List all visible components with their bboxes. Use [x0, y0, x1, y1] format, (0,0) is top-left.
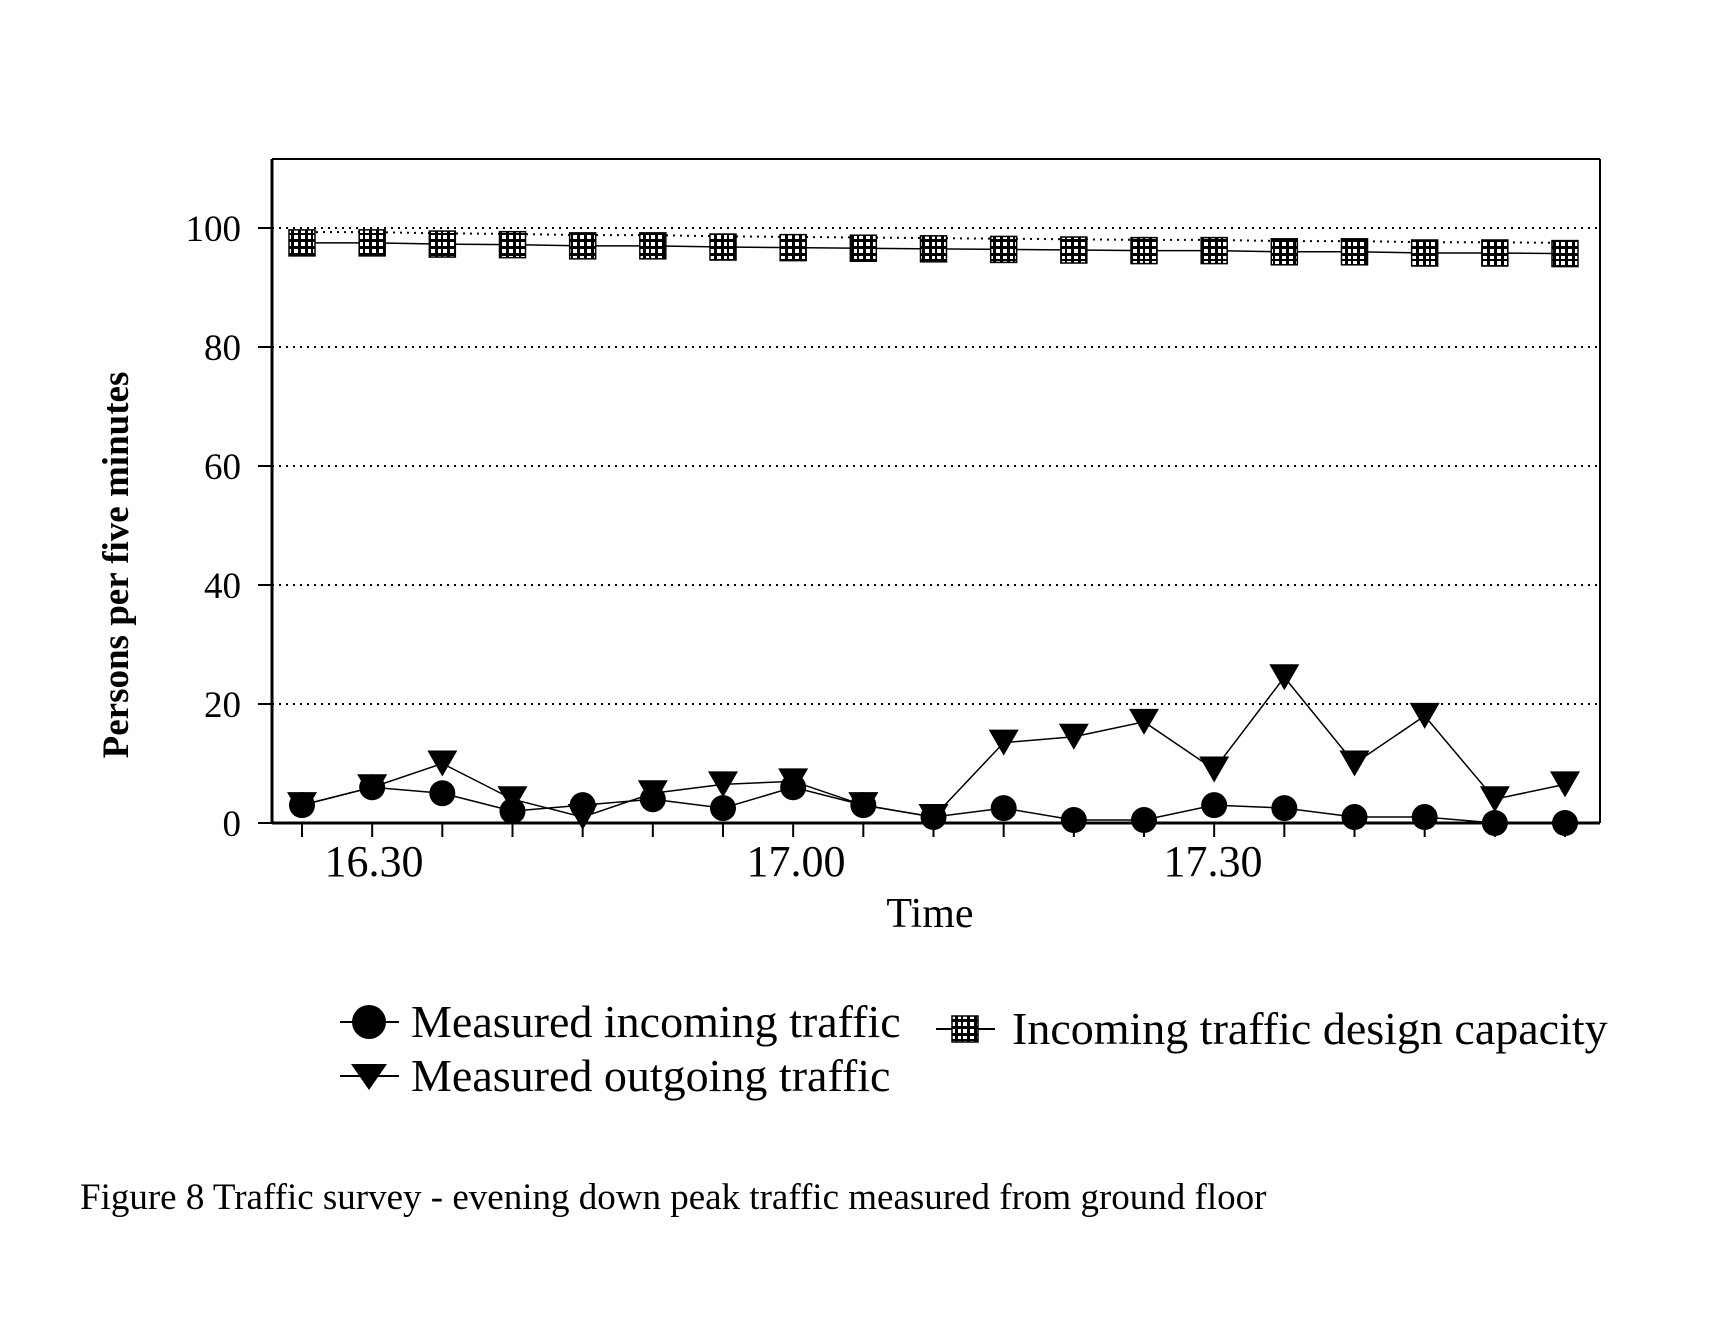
svg-text:16.30: 16.30 [325, 837, 424, 886]
svg-text:80: 80 [204, 328, 241, 369]
svg-text:17.00: 17.00 [747, 837, 846, 886]
svg-text:17.30: 17.30 [1164, 837, 1263, 886]
svg-text:20: 20 [204, 685, 241, 726]
svg-text:Time: Time [886, 891, 973, 937]
svg-text:Figure 8 Traffic survey - even: Figure 8 Traffic survey - evening down p… [80, 1177, 1266, 1218]
svg-text:Persons per five minutes: Persons per five minutes [96, 372, 137, 759]
svg-text:Incoming traffic design capaci: Incoming traffic design capacity [1012, 1003, 1608, 1054]
svg-text:40: 40 [204, 566, 241, 607]
svg-text:60: 60 [204, 447, 241, 488]
svg-text:100: 100 [186, 209, 242, 250]
svg-text:Measured incoming traffic: Measured incoming traffic [411, 996, 901, 1047]
svg-text:Measured outgoing traffic: Measured outgoing traffic [411, 1050, 890, 1101]
svg-text:0: 0 [223, 804, 242, 845]
